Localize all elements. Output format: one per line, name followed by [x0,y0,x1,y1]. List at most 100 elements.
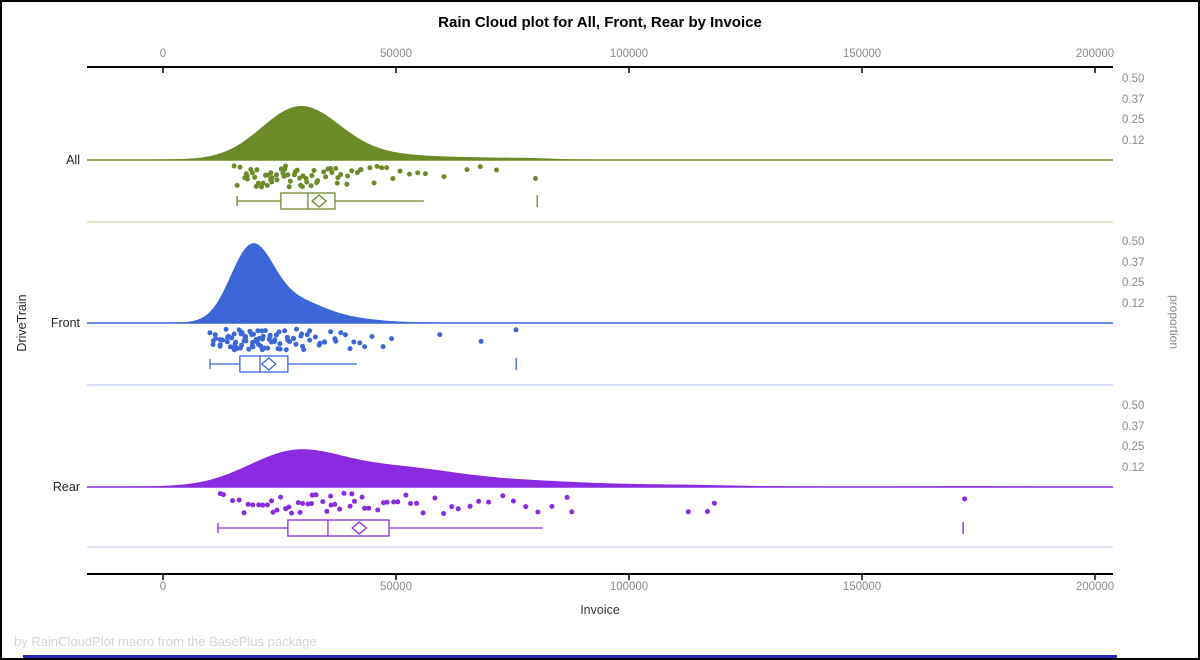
proportion-tick-label: 0.37 [1122,94,1145,107]
boxplot-front-mean-diamond [260,357,277,371]
strip-point-rear [420,510,426,516]
strip-point-front [262,328,268,334]
strip-point-rear [476,498,482,504]
strip-point-front [513,327,519,333]
strip-point-rear [289,510,295,516]
strip-point-all [397,168,403,174]
proportion-tick-label: 0.25 [1122,440,1145,453]
strip-point-rear [366,505,372,511]
strip-point-all [269,175,275,181]
strip-point-front [307,337,313,343]
proportion-tick-label: 0.25 [1122,113,1145,126]
strip-point-rear [711,500,717,506]
strip-point-front [255,328,261,334]
strip-point-all [252,174,258,180]
strip-point-all [287,178,293,184]
proportion-tick-label: 0.37 [1122,421,1145,434]
strip-point-rear [295,500,301,506]
strip-point-front [210,342,216,347]
strip-point-front [342,332,348,338]
strip-point-rear [313,492,319,498]
strip-point-rear [300,501,306,506]
strip-point-rear [245,501,251,507]
boxplot-all-mean-diamond [311,194,328,208]
strip-point-front [304,332,310,338]
bottom-axis-tick-label: 0 [159,581,167,593]
strip-point-rear [241,510,247,516]
strip-point-front [478,338,484,344]
strip-point-rear [962,496,968,502]
strip-point-front [256,342,262,347]
strip-point-front [293,341,299,347]
chart-title: Rain Cloud plot for All, Front, Rear by … [438,14,762,31]
strip-point-all [374,163,380,169]
strip-point-rear [455,506,461,512]
strip-point-rear [341,490,347,496]
strip-point-front [351,339,357,345]
strip-point-front [347,346,353,352]
strip-point-rear [264,502,270,508]
strip-point-front [229,335,235,341]
strip-point-all [291,172,297,178]
bottom-axis-tick-label: 150000 [842,581,882,593]
strip-point-rear [269,498,274,504]
strip-point-front [307,328,313,334]
strip-point-front [272,337,278,343]
strip-point-front [207,330,213,336]
strip-point-all [282,166,288,172]
strip-point-rear [403,492,409,498]
proportion-tick-label: 0.12 [1122,297,1145,310]
strip-point-all [415,170,421,176]
strip-point-rear [297,509,303,515]
strip-point-front [291,336,297,342]
density-curve-rear [87,449,1113,488]
proportion-axis-title: proportion [1167,294,1181,350]
strip-point-all [234,182,240,188]
proportion-tick-label: 0.50 [1122,236,1145,248]
strip-point-rear [230,498,236,504]
strip-point-front [238,345,243,351]
proportion-tick-label: 0.37 [1122,257,1145,270]
strip-point-rear [278,494,284,500]
strip-point-front [380,344,386,350]
strip-point-rear [250,502,256,508]
strip-point-rear [486,499,492,505]
strip-point-front [312,334,318,340]
strip-point-all [294,167,300,173]
boxplot-front-box [239,355,289,373]
strip-point-all [407,171,412,177]
proportion-tick-label: 0.12 [1122,461,1145,474]
strip-point-rear [432,495,438,501]
strip-point-front [338,330,344,336]
proportion-tick-label: 0.25 [1122,276,1145,289]
strip-point-front [265,345,271,351]
strip-point-front [321,339,327,345]
strip-point-rear [359,494,365,500]
proportion-tick-label: 0.50 [1122,400,1145,412]
strip-point-front [299,331,305,337]
strip-point-rear [324,508,330,514]
strip-point-all [321,169,327,175]
strip-point-rear [337,506,343,512]
strip-point-front [284,334,290,340]
strip-point-all [274,172,279,178]
strip-point-rear [221,492,226,498]
bottom-accent-bar [23,655,1117,660]
strip-point-all [269,179,275,185]
strip-point-all [286,184,292,190]
strip-point-rear [510,498,516,504]
strip-point-front [276,329,282,335]
top-axis-tick-label: 150000 [842,48,882,60]
strip-point-all [477,164,483,170]
y-axis-title: DriveTrain [15,294,29,352]
strip-point-front [212,332,218,338]
top-axis-tick-label: 100000 [609,48,649,60]
strip-point-all [249,170,255,176]
strip-point-front [287,339,293,344]
strip-point-all [254,167,260,173]
strip-point-front [249,332,255,337]
strip-point-front [223,326,229,332]
strip-point-rear [362,505,368,511]
strip-point-front [267,333,273,339]
strip-point-all [311,168,317,173]
